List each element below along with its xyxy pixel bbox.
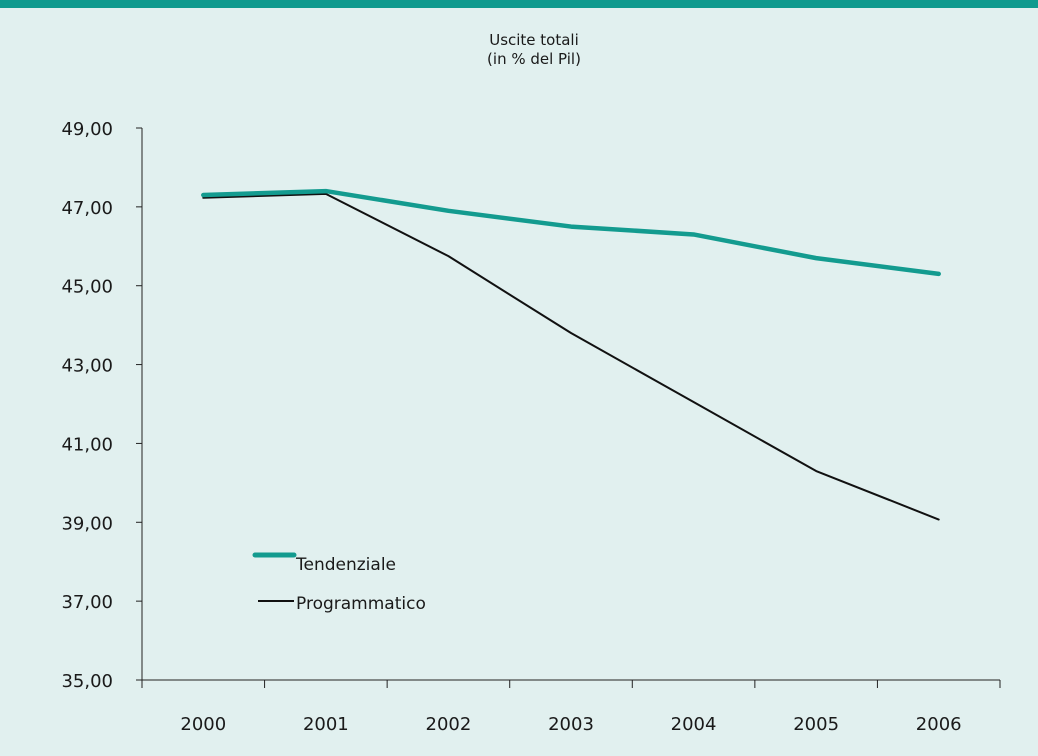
y-tick-label: 47,00 [61,198,113,219]
x-tick-label: 2000 [180,714,226,735]
x-tick-label: 2002 [426,714,472,735]
y-tick-label: 45,00 [61,277,113,298]
legend-label-programmatico: Programmatico [296,594,426,614]
top-accent-bar [0,0,1038,8]
chart-subtitle: (in % del Pil) [487,50,581,68]
y-tick-label: 35,00 [61,671,113,692]
y-tick-label: 39,00 [61,513,113,534]
x-tick-label: 2005 [793,714,839,735]
series-line-tendenziale [201,188,941,277]
y-axis: 49,00 47,00 45,00 43,00 41,00 39,00 37,00 35,00 [61,119,143,692]
y-tick-label: 49,00 [61,119,113,140]
y-tick-label: 41,00 [61,434,113,455]
legend: Tendenziale Programmatico [252,552,426,614]
x-tick-label: 2004 [671,714,717,735]
x-axis: 2000 2001 2002 2003 2004 2005 2006 [141,679,1001,735]
chart-title: Uscite totali [489,31,579,49]
series-lines [201,188,941,521]
series-line-programmatico [202,192,940,521]
x-tick-label: 2001 [303,714,349,735]
x-tick-label: 2006 [916,714,962,735]
y-tick-label: 37,00 [61,592,113,613]
x-tick-label: 2003 [548,714,594,735]
legend-label-tendenziale: Tendenziale [295,555,396,575]
y-tick-label: 43,00 [61,356,113,377]
